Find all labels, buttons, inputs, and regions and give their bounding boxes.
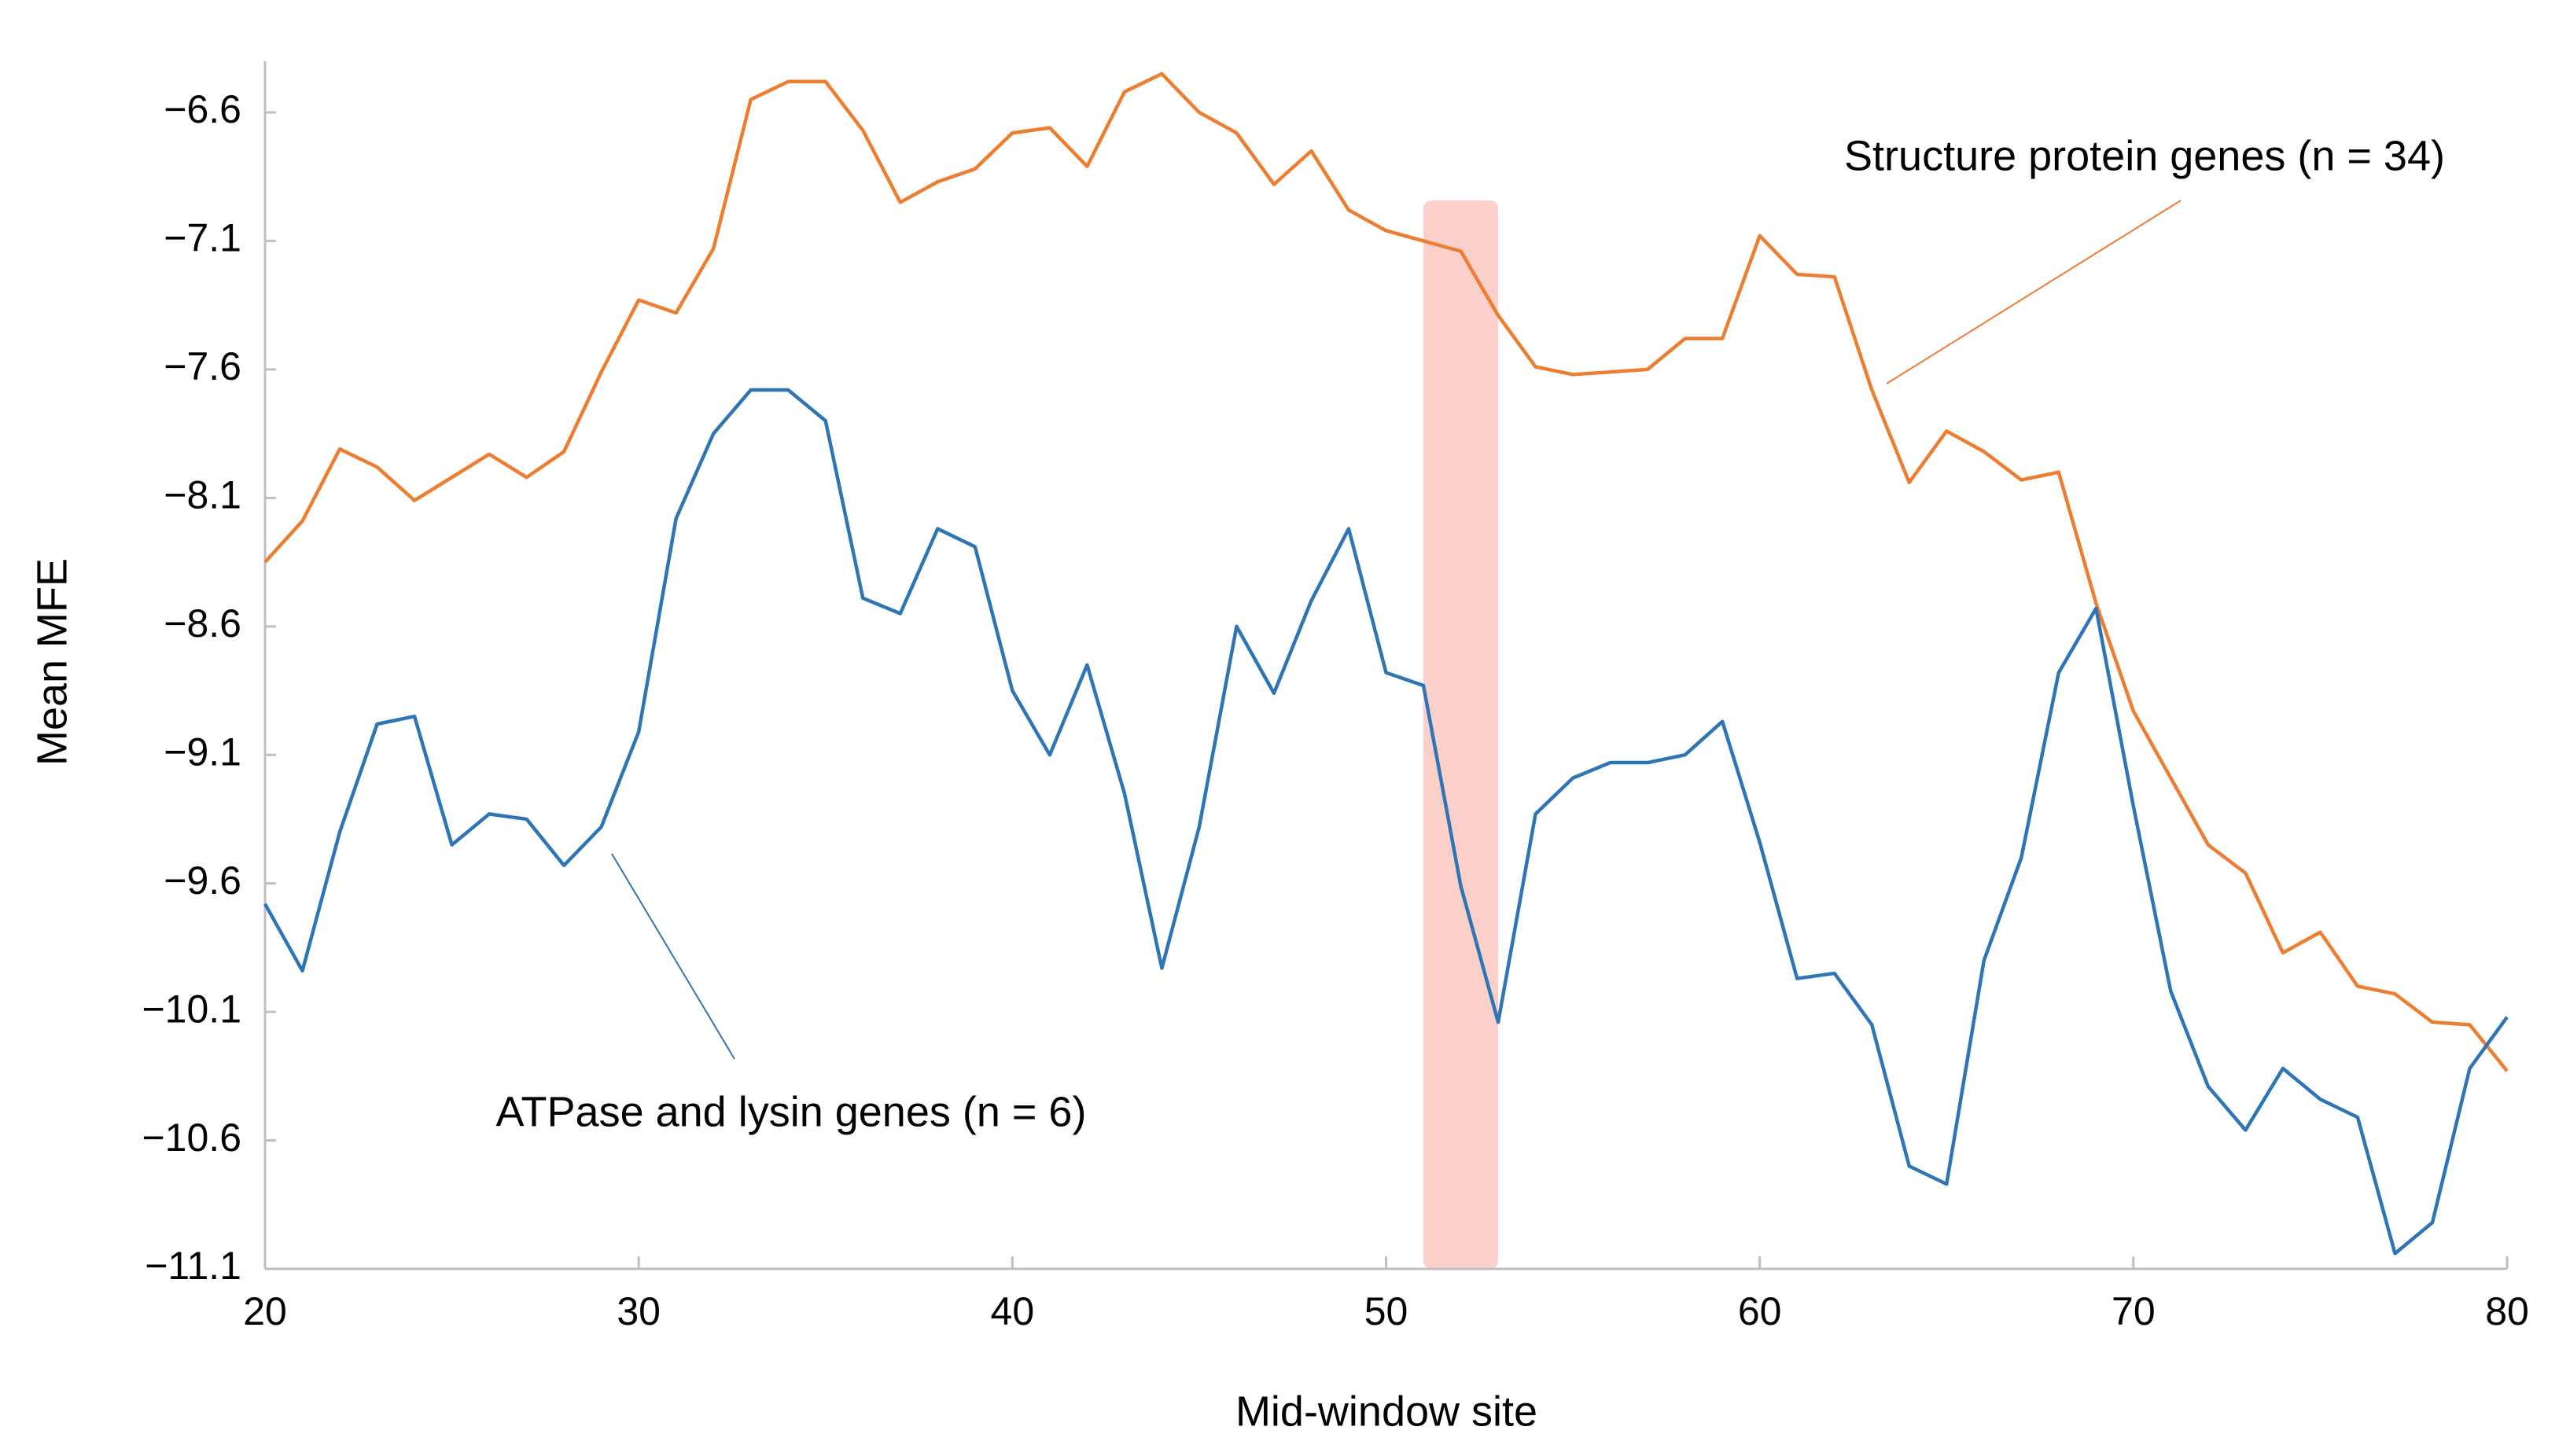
series-label: ATPase and lysin genes (n = 6) (496, 1088, 1087, 1135)
highlight-band (1423, 200, 1499, 1269)
x-tick-label: 80 (2485, 1289, 2529, 1333)
y-axis-title: Mean MFE (28, 558, 75, 766)
y-tick-label: −10.6 (142, 1116, 241, 1160)
x-axis-title: Mid-window site (1235, 1388, 1537, 1435)
y-tick-label: −8.6 (164, 601, 241, 645)
y-tick-label: −11.1 (145, 1244, 241, 1288)
x-tick-label: 50 (1364, 1289, 1408, 1333)
series-line (263, 388, 2509, 1256)
series-line (263, 72, 2509, 1072)
leader-line (1886, 200, 2182, 384)
y-tick-label: −9.1 (164, 730, 241, 774)
leader-line (611, 853, 735, 1060)
x-tick-label: 70 (2112, 1289, 2156, 1333)
y-tick-label: −6.6 (164, 87, 241, 131)
x-tick-label: 40 (991, 1289, 1035, 1333)
y-tick-label: −7.6 (164, 344, 241, 388)
x-tick-label: 60 (1738, 1289, 1782, 1333)
x-tick-label: 20 (243, 1289, 287, 1333)
x-tick-label: 30 (617, 1289, 661, 1333)
y-tick-label: −10.1 (142, 987, 241, 1031)
y-tick-label: −7.1 (164, 216, 241, 260)
y-tick-label: −8.1 (164, 473, 241, 517)
y-tick-label: −9.6 (164, 859, 241, 903)
series-label: Structure protein genes (n = 34) (1844, 132, 2445, 179)
